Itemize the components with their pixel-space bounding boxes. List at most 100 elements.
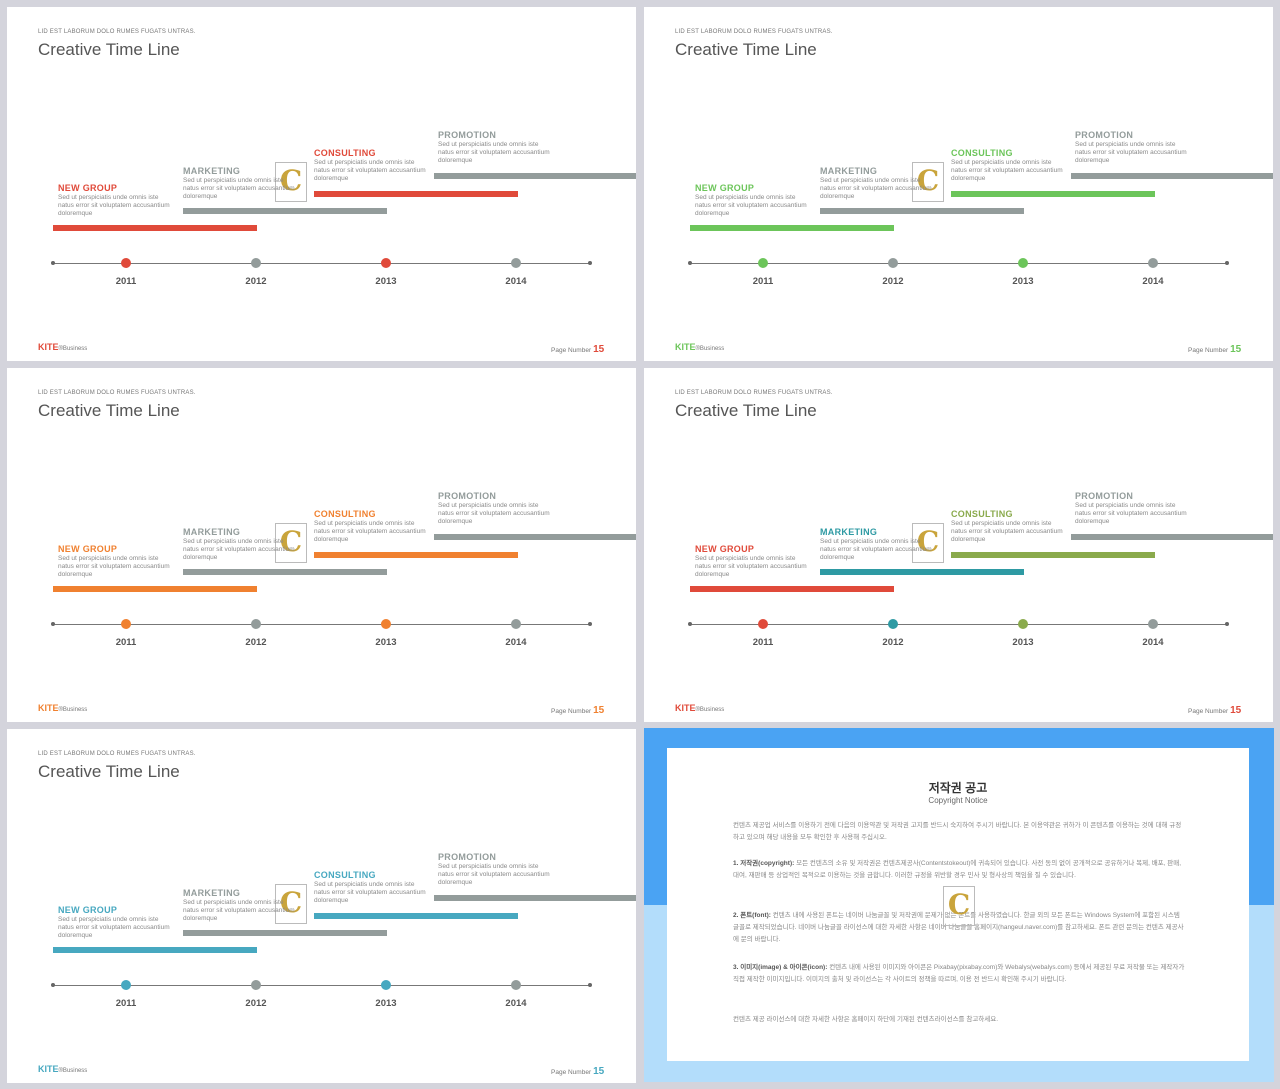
timeline-year: 2014 <box>1142 276 1164 287</box>
brand-logo: KITE®Business <box>675 703 724 713</box>
event-label: MARKETING <box>183 888 241 898</box>
event-description: Sed ut perspiciatis unde omnis iste natu… <box>820 177 932 200</box>
event-label: MARKETING <box>183 166 241 176</box>
timeline-year: 2011 <box>115 637 137 648</box>
watermark-logo: C <box>275 523 307 563</box>
event-bar <box>53 225 257 231</box>
notice-outro: 컨텐츠 제공 라이선스에 대한 자세한 사항은 홈페이지 하단에 기재된 컨텐츠… <box>733 1016 999 1023</box>
brand-sub: ®Business <box>695 707 725 713</box>
brand-name: KITE <box>38 342 59 352</box>
brand-sub: ®Business <box>58 346 88 352</box>
event-bar <box>314 913 518 919</box>
brand-logo: KITE®Business <box>675 342 724 352</box>
event-label: NEW GROUP <box>695 544 755 554</box>
slide-kicker: LID EST LABORUM DOLO RUMES FUGATS UNTRAS… <box>38 390 196 396</box>
event-label: MARKETING <box>820 166 878 176</box>
slide-title: Creative Time Line <box>38 401 180 420</box>
event-label: NEW GROUP <box>58 183 118 193</box>
notice-item-2-head: 2. 폰트(font): <box>733 912 771 919</box>
timeline-dot <box>1148 258 1158 268</box>
page-number: Page Number 15 <box>551 1066 604 1077</box>
event-bar <box>183 930 387 936</box>
event-bar <box>1071 173 1273 179</box>
notice-item-2-body: 컨텐츠 내에 사용된 폰트는 네이버 나눔글꼴 및 저작권에 문제가 없는 폰트… <box>733 912 1184 943</box>
event-bar <box>434 895 636 901</box>
timeline-start-point <box>51 261 55 265</box>
timeline-dot <box>1018 619 1028 629</box>
event-description: Sed ut perspiciatis unde omnis iste natu… <box>58 194 170 217</box>
event-description: Sed ut perspiciatis unde omnis iste natu… <box>58 555 170 578</box>
event-description: Sed ut perspiciatis unde omnis iste natu… <box>438 141 550 164</box>
timeline-year: 2014 <box>505 637 527 648</box>
event-description: Sed ut perspiciatis unde omnis iste natu… <box>951 520 1063 543</box>
event-description: Sed ut perspiciatis unde omnis iste natu… <box>183 538 295 561</box>
timeline-year: 2012 <box>882 276 904 287</box>
timeline-year: 2014 <box>1142 637 1164 648</box>
timeline-start-point <box>51 983 55 987</box>
event-description: Sed ut perspiciatis unde omnis iste natu… <box>820 538 932 561</box>
notice-intro: 컨텐츠 제공업 서비스를 이용하기 전에 다음의 이용약관 및 저작권 고지를 … <box>733 822 1182 841</box>
timeline-end-point <box>1225 622 1229 626</box>
slide-title: Creative Time Line <box>38 762 180 781</box>
brand-sub: ®Business <box>58 707 88 713</box>
timeline-dot <box>121 258 131 268</box>
brand-name: KITE <box>38 703 59 713</box>
brand-logo: KITE®Business <box>38 703 87 713</box>
event-bar <box>951 552 1155 558</box>
page-number-label: Page Number <box>551 708 592 715</box>
event-description: Sed ut perspiciatis unde omnis iste natu… <box>695 555 807 578</box>
slide-kicker: LID EST LABORUM DOLO RUMES FUGATS UNTRAS… <box>675 390 833 396</box>
brand-sub: ®Business <box>695 346 725 352</box>
page-number-value: 15 <box>593 344 605 355</box>
event-bar <box>314 191 518 197</box>
timeline-dot <box>511 258 521 268</box>
event-bar <box>820 569 1024 575</box>
event-description: Sed ut perspiciatis unde omnis iste natu… <box>695 194 807 217</box>
slide-title: Creative Time Line <box>675 40 817 59</box>
event-label: CONSULTING <box>314 148 376 158</box>
timeline-year: 2013 <box>375 637 397 648</box>
page-number: Page Number 15 <box>551 705 604 716</box>
watermark-logo: C <box>912 162 944 202</box>
notice-item-3-head: 3. 이미지(image) & 아이콘(icon): <box>733 964 828 971</box>
notice-subtitle: Copyright Notice <box>928 796 988 805</box>
event-bar <box>820 208 1024 214</box>
timeline-end-point <box>588 261 592 265</box>
timeline-dot <box>381 258 391 268</box>
notice-title: 저작권 공고 <box>928 781 988 795</box>
timeline-axis <box>690 263 1228 264</box>
watermark-logo: C <box>912 523 944 563</box>
timeline-dot <box>758 619 768 629</box>
notice-item-3: 3. 이미지(image) & 아이콘(icon): 컨텐츠 내에 사용된 이미… <box>733 962 1185 986</box>
timeline-year: 2012 <box>245 998 267 1009</box>
timeline-dot <box>888 258 898 268</box>
slide-multi: LID EST LABORUM DOLO RUMES FUGATS UNTRAS… <box>644 368 1273 722</box>
timeline-dot <box>888 619 898 629</box>
page-number: Page Number 15 <box>1188 344 1241 355</box>
event-description: Sed ut perspiciatis unde omnis iste natu… <box>183 177 295 200</box>
page-number-label: Page Number <box>551 347 592 354</box>
timeline-dot <box>1018 258 1028 268</box>
notice-item-1-head: 1. 저작권(copyright): <box>733 860 795 867</box>
event-description: Sed ut perspiciatis unde omnis iste natu… <box>314 881 426 904</box>
event-label: NEW GROUP <box>58 544 118 554</box>
timeline-axis <box>53 985 591 986</box>
timeline-year: 2013 <box>1012 637 1034 648</box>
event-bar <box>434 534 636 540</box>
brand-logo: KITE®Business <box>38 1064 87 1074</box>
timeline-start-point <box>51 622 55 626</box>
timeline-axis <box>53 263 591 264</box>
event-bar <box>1071 534 1273 540</box>
copyright-notice-card: 저작권 공고 Copyright Notice 컨텐츠 제공업 서비스를 이용하… <box>667 748 1249 1061</box>
timeline-year: 2014 <box>505 998 527 1009</box>
event-label: CONSULTING <box>314 509 376 519</box>
event-bar <box>690 586 894 592</box>
brand-name: KITE <box>675 703 696 713</box>
slide-teal: LID EST LABORUM DOLO RUMES FUGATS UNTRAS… <box>7 729 636 1083</box>
event-bar <box>183 208 387 214</box>
event-description: Sed ut perspiciatis unde omnis iste natu… <box>1075 502 1187 525</box>
timeline-dot <box>251 258 261 268</box>
event-description: Sed ut perspiciatis unde omnis iste natu… <box>951 159 1063 182</box>
timeline-year: 2014 <box>505 276 527 287</box>
watermark-logo: C <box>275 884 307 924</box>
